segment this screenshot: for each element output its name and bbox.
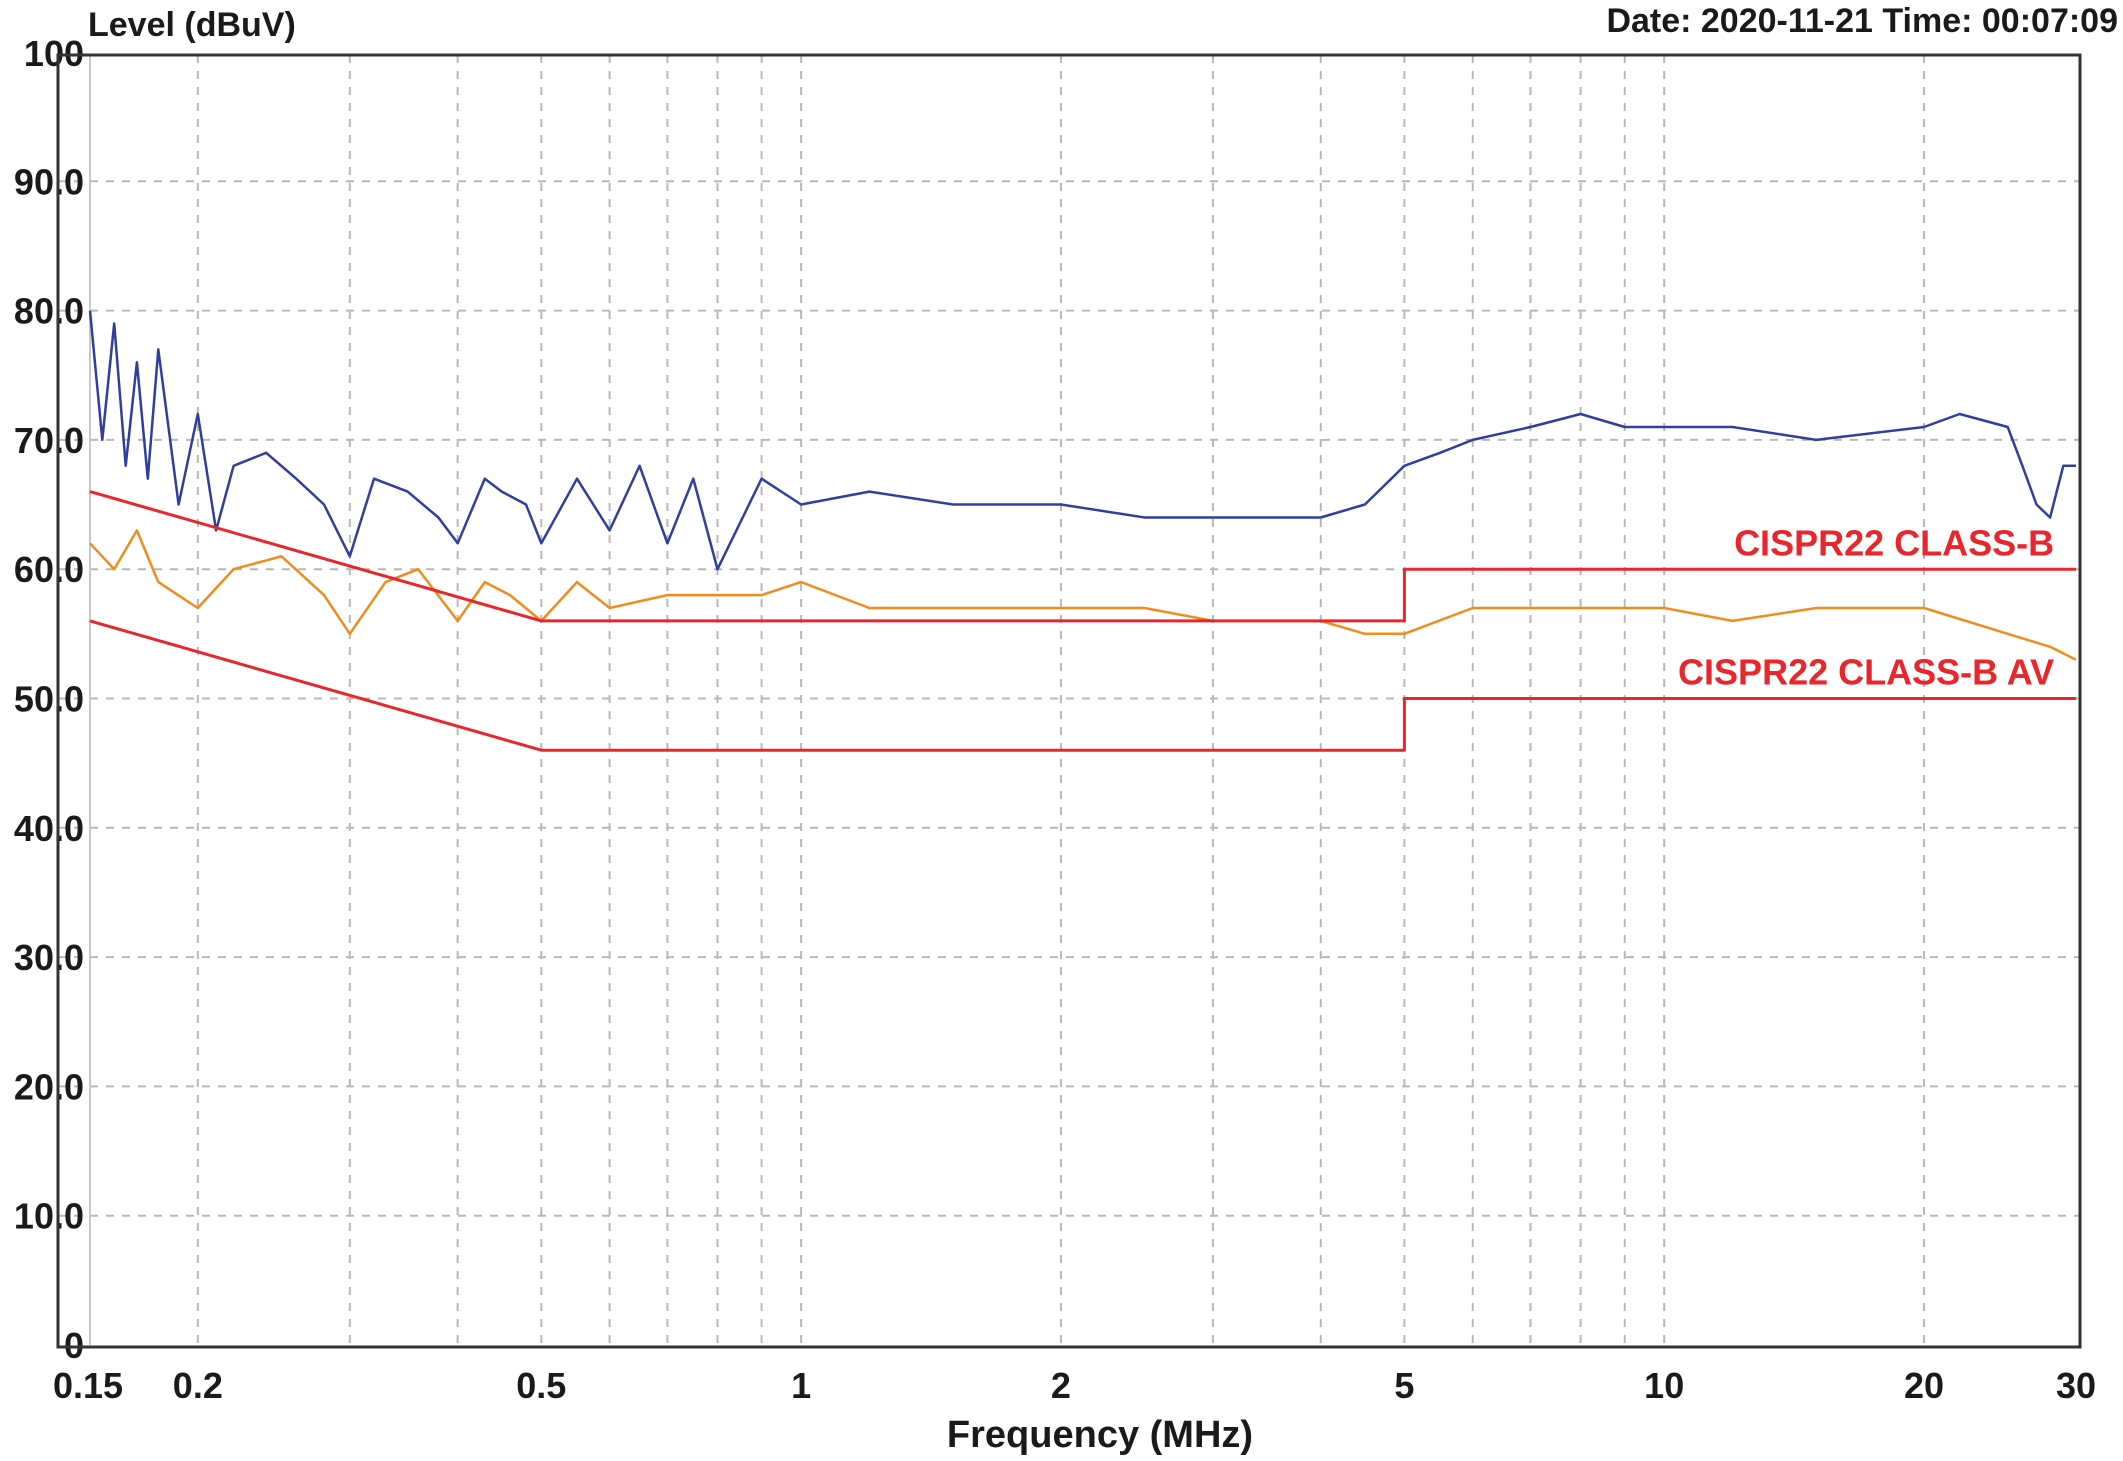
y-tick-label: 80.0 <box>14 291 84 332</box>
x-tick-label: 2 <box>1051 1365 1071 1406</box>
plot-frame <box>56 53 2082 1349</box>
series-group <box>88 310 2077 752</box>
peak-trace <box>88 310 2076 571</box>
y-tick-label: 90.0 <box>14 161 84 202</box>
limit-label-qp: CISPR22 CLASS-B <box>1734 522 2054 563</box>
y-tick-label: 40.0 <box>14 808 84 849</box>
y-tick-label: 20.0 <box>14 1066 84 1107</box>
y-tick-label: 10.0 <box>14 1196 84 1237</box>
x-tick-label: 0.2 <box>173 1365 223 1406</box>
average-trace <box>89 529 2077 661</box>
limit-label-av: CISPR22 CLASS-B AV <box>1678 652 2054 693</box>
x-tick-label: 10 <box>1644 1365 1684 1406</box>
limit-line-qp <box>89 490 2076 623</box>
y-axis-title: Level (dBuV) <box>88 6 296 44</box>
x-tick-label: 1 <box>791 1365 811 1406</box>
x-tick-label: 30 <box>2056 1365 2096 1406</box>
timestamp: Date: 2020-11-21 Time: 00:07:09 <box>1606 2 2118 40</box>
limit-line-av <box>89 619 2076 752</box>
x-tick-labels: 0.15 0.2 0.5 1 2 5 10 20 30 <box>53 1365 2096 1406</box>
x-tick-label: 5 <box>1394 1365 1414 1406</box>
x-tick-label: 0.5 <box>516 1365 566 1406</box>
y-tick-label: 50.0 <box>14 679 84 720</box>
y-tick-label: 70.0 <box>14 420 84 461</box>
x-tick-label: 0.15 <box>53 1365 123 1406</box>
y-tick-label: 60.0 <box>14 549 84 590</box>
x-axis-title: Frequency (MHz) <box>947 1414 1253 1456</box>
y-tick-label: 30.0 <box>14 937 84 978</box>
annotations: CISPR22 CLASS-B CISPR22 CLASS-B AV <box>1678 522 2054 692</box>
x-tick-label: 20 <box>1904 1365 1944 1406</box>
